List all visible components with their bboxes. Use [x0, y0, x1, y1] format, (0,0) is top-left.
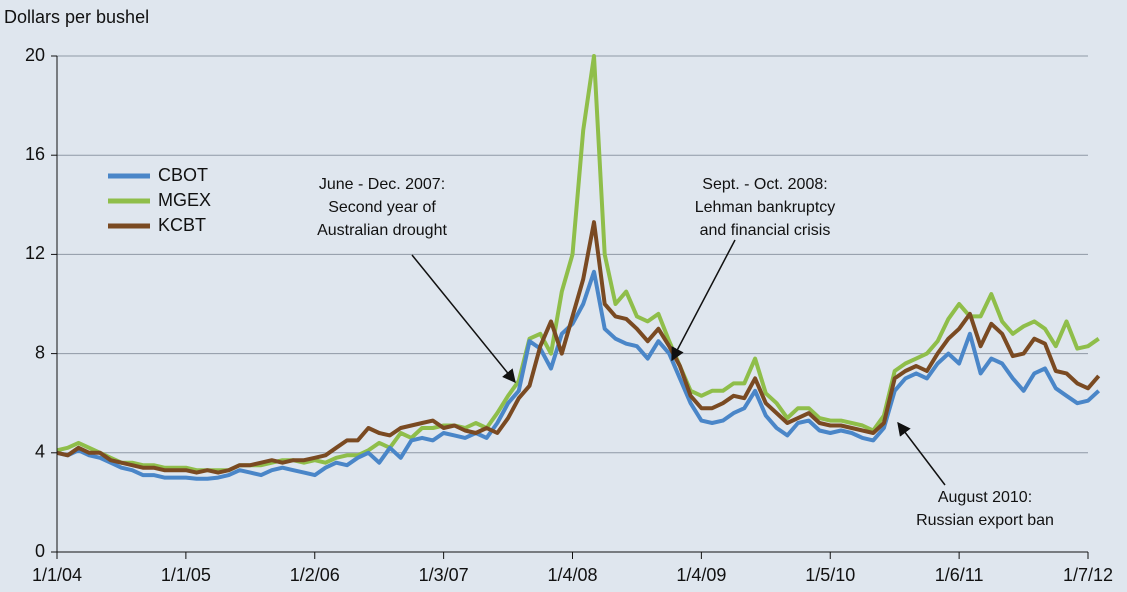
- annotation: Lehman bankruptcy: [695, 199, 836, 216]
- annotation-arrows: [411, 239, 946, 486]
- annotation: Australian drought: [317, 222, 447, 239]
- y-tick-label: 8: [35, 342, 45, 362]
- arrow: [411, 254, 516, 384]
- x-tick-label: 1/7/12: [1063, 565, 1113, 585]
- annotation: June - Dec. 2007:: [319, 176, 445, 193]
- x-tick-label: 1/2/06: [290, 565, 340, 585]
- arrow: [897, 421, 946, 486]
- annotation: Russian export ban: [916, 512, 1054, 529]
- y-tick-label: 20: [25, 45, 45, 65]
- annotation: and financial crisis: [700, 222, 831, 239]
- series-line: [56, 220, 1101, 475]
- x-tick-label: 1/1/04: [32, 565, 82, 585]
- x-tick-label: 1/4/08: [547, 565, 597, 585]
- y-tick-label: 0: [35, 541, 45, 561]
- y-tick-label: 16: [25, 144, 45, 164]
- lines: [56, 54, 1101, 481]
- annotation: August 2010:: [938, 489, 1032, 506]
- x-tick-label: 1/4/09: [676, 565, 726, 585]
- y-axis-label: Dollars per bushel: [4, 7, 149, 27]
- legend-label: KCBT: [158, 215, 206, 235]
- annotation: Sept. - Oct. 2008:: [702, 176, 827, 193]
- series-line: [56, 269, 1101, 481]
- annotations: June - Dec. 2007: Second year of Australia…: [317, 176, 1054, 529]
- x-tick-label: 1/1/05: [161, 565, 211, 585]
- ticks: 0 4 8 12 16 20 1/1/04 1/1/05 1/2/06 1/3/07 1/4/08 1…: [25, 45, 1113, 585]
- arrow: [671, 239, 736, 362]
- x-tick-label: 1/5/10: [805, 565, 855, 585]
- y-tick-label: 4: [35, 442, 45, 462]
- annotation: Second year of: [328, 199, 436, 216]
- legend-label: MGEX: [158, 190, 211, 210]
- x-tick-label: 1/6/11: [935, 565, 984, 585]
- legend-label: CBOT: [158, 165, 208, 185]
- legend: CBOT MGEX KCBT: [108, 165, 211, 235]
- x-tick-label: 1/3/07: [419, 565, 469, 585]
- y-tick-label: 12: [25, 243, 45, 263]
